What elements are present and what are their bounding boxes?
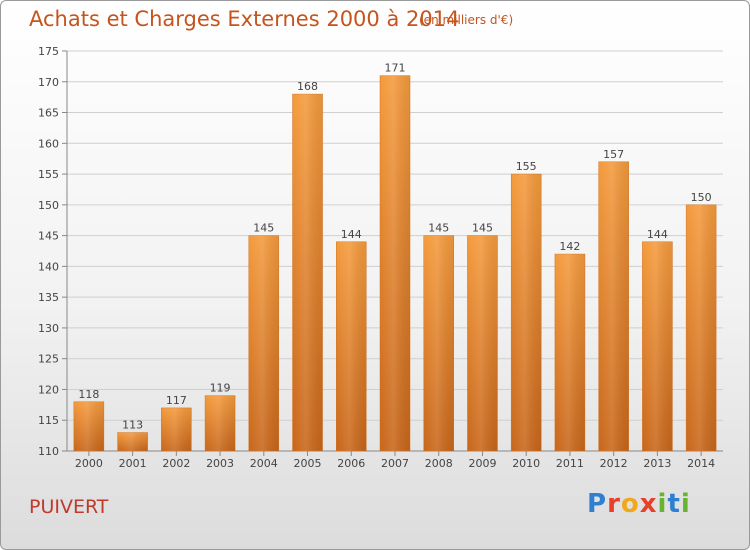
y-tick-label: 155: [38, 168, 59, 181]
y-tick-label: 175: [38, 45, 59, 58]
bar-shine: [73, 401, 104, 451]
y-tick-label: 120: [38, 383, 59, 396]
x-tick-label: 2006: [337, 457, 365, 470]
logo-letter: o: [620, 489, 640, 519]
bar-shine: [292, 94, 323, 452]
data-label: 168: [297, 80, 318, 93]
data-labels: 118 113 117 119 145 168 144 171 145 145 155 142 157 1…: [78, 62, 711, 432]
bar-shine: [554, 254, 585, 451]
logo-letter: x: [639, 489, 658, 519]
x-tick-label: 2005: [294, 457, 322, 470]
y-tick-label: 170: [38, 76, 59, 89]
data-label: 145: [428, 222, 449, 235]
data-label: 144: [647, 228, 668, 241]
y-tick-label: 130: [38, 322, 59, 335]
bars: [73, 75, 717, 452]
y-tick-label: 125: [38, 353, 59, 366]
y-tick-label: 110: [38, 445, 59, 458]
x-tick-label: 2012: [600, 457, 628, 470]
bar-shine: [380, 75, 410, 451]
logo-letter: t: [667, 489, 681, 519]
commune-name: PUIVERT: [29, 496, 109, 518]
y-tick-label: 165: [38, 107, 59, 120]
x-tick-label: 2007: [381, 457, 409, 470]
x-axis: 2000 2001 2002 2003 2004 2005 2006 2007 2008 2009…: [75, 451, 715, 470]
x-tick-label: 2009: [468, 457, 496, 470]
y-tick-label: 145: [38, 230, 59, 243]
logo-letter: i: [657, 489, 668, 519]
y-tick-label: 160: [38, 137, 59, 150]
bar-shine: [511, 174, 542, 452]
bar-shine: [686, 204, 717, 451]
bar-shine: [248, 235, 279, 451]
chart-title: Achats et Charges Externes 2000 à 2014: [29, 7, 460, 31]
data-label: 113: [122, 419, 143, 432]
x-tick-label: 2011: [556, 457, 584, 470]
y-tick-label: 150: [38, 199, 59, 212]
x-tick-label: 2001: [119, 457, 147, 470]
data-label: 171: [385, 62, 406, 75]
x-tick-label: 2000: [75, 457, 103, 470]
data-label: 157: [603, 148, 624, 161]
data-label: 145: [253, 222, 274, 235]
bar-shine: [336, 241, 367, 451]
logo-letter: P: [587, 489, 608, 519]
bar-shine: [205, 395, 236, 451]
data-label: 118: [78, 388, 99, 401]
x-tick-label: 2004: [250, 457, 278, 470]
proxiti-logo: Proxiti: [587, 489, 691, 519]
bar-shine: [598, 161, 629, 451]
data-label: 150: [691, 191, 712, 204]
x-tick-label: 2013: [643, 457, 671, 470]
data-label: 142: [559, 240, 580, 253]
x-tick-label: 2008: [425, 457, 453, 470]
bar-shine: [467, 235, 498, 451]
data-label: 119: [210, 382, 231, 395]
x-tick-label: 2010: [512, 457, 540, 470]
chart-subtitle: (en milliers d'€): [419, 13, 514, 27]
bar-shine: [423, 235, 454, 451]
x-tick-label: 2002: [162, 457, 190, 470]
data-label: 155: [516, 160, 537, 173]
logo-letter: i: [680, 489, 691, 519]
y-tick-label: 140: [38, 260, 59, 273]
x-tick-label: 2003: [206, 457, 234, 470]
logo-letter: r: [607, 489, 621, 519]
data-label: 144: [341, 228, 362, 241]
y-tick-label: 135: [38, 291, 59, 304]
y-tick-label: 115: [38, 414, 59, 427]
bar-shine: [161, 407, 192, 451]
bar-shine: [642, 241, 673, 451]
bar-shine: [117, 432, 148, 451]
x-tick-label: 2014: [687, 457, 715, 470]
data-label: 145: [472, 222, 493, 235]
data-label: 117: [166, 394, 187, 407]
